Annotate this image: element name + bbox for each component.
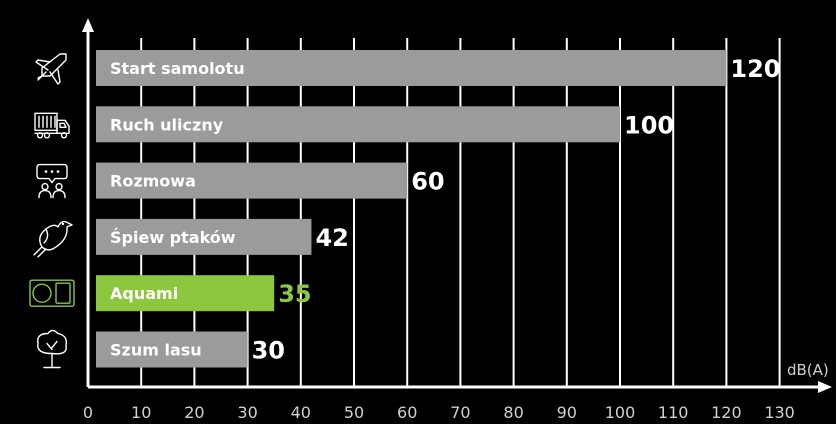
bar-category-label: Szum lasu <box>110 341 202 360</box>
truck-icon <box>34 112 70 139</box>
bar-value-label: 100 <box>624 111 674 139</box>
bar-value-label: 60 <box>411 168 444 196</box>
x-tick-label: 60 <box>397 403 417 422</box>
category-icons <box>29 53 75 369</box>
x-tick-label: 80 <box>503 403 523 422</box>
x-tick-label: 20 <box>184 403 204 422</box>
bar <box>96 106 620 143</box>
x-tick-label: 90 <box>557 403 577 422</box>
bar <box>96 331 248 368</box>
x-tick-label: 50 <box>344 403 364 422</box>
bars: Start samolotu 120 Ruch uliczny 100 Rozmowa 6… <box>96 50 781 368</box>
axes <box>82 18 832 393</box>
x-axis-arrow <box>818 381 832 393</box>
tree-icon <box>37 329 68 369</box>
bar <box>96 218 312 255</box>
x-tick-label: 120 <box>711 403 742 422</box>
airplane-icon <box>35 53 67 85</box>
x-tick-label: 110 <box>658 403 689 422</box>
x-tick-label: 100 <box>605 403 636 422</box>
gridlines <box>140 38 781 387</box>
bar-category-label: Start samolotu <box>110 59 245 78</box>
bar-category-label: Rozmowa <box>110 172 196 191</box>
aquami-device-icon <box>29 279 75 307</box>
x-axis-unit: dB(A) <box>787 361 829 379</box>
x-tick-label: 0 <box>83 403 93 422</box>
bar-value-label: 35 <box>278 280 311 308</box>
x-tick-labels: 0 10 20 30 40 50 60 70 80 90 100 110 120 130 <box>83 403 795 422</box>
x-tick-label: 30 <box>237 403 257 422</box>
bar-value-label: 42 <box>315 224 348 252</box>
y-axis-arrow <box>82 18 94 32</box>
x-tick-label: 70 <box>450 403 470 422</box>
bar-value-label: 120 <box>730 55 780 83</box>
x-tick-label: 40 <box>291 403 311 422</box>
bar-category-label: Aquami <box>110 284 178 303</box>
bar-value-label: 30 <box>252 337 285 365</box>
bar-category-label: Śpiew ptaków <box>110 228 236 247</box>
bar <box>96 50 727 86</box>
x-tick-label: 130 <box>764 403 795 422</box>
conversation-icon <box>36 163 68 199</box>
x-tick-label: 10 <box>131 403 151 422</box>
bar <box>96 162 408 199</box>
bar <box>96 275 275 312</box>
bird-icon <box>33 220 73 258</box>
bar-category-label: Ruch uliczny <box>110 115 224 134</box>
